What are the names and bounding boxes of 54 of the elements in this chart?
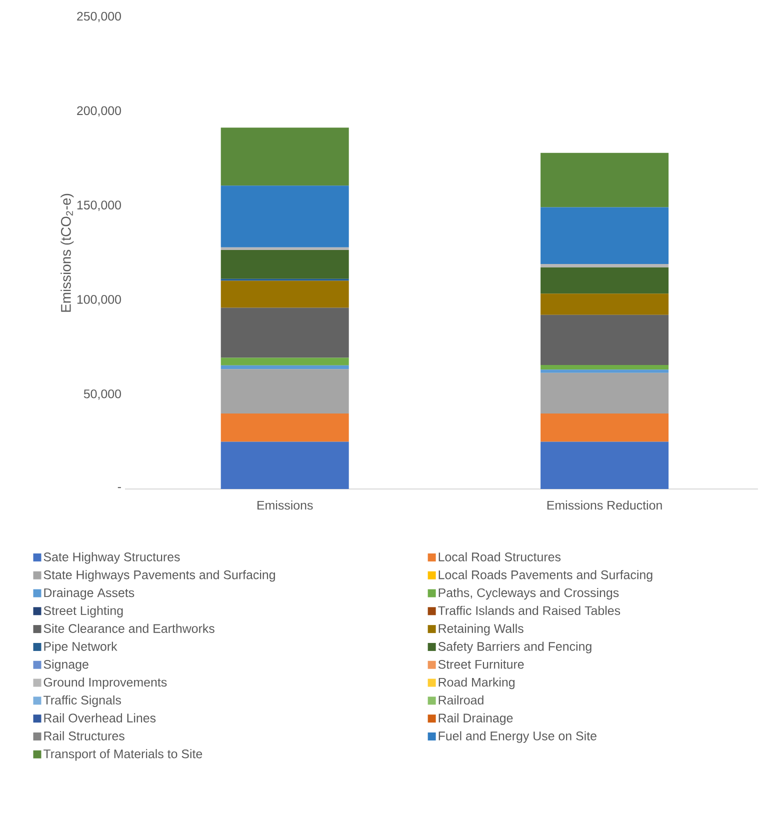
- bar: [540, 207, 669, 264]
- legend-label: Traffic Signals: [44, 695, 122, 708]
- y-tick-label: 150,000: [78, 200, 122, 211]
- legend-label: Street Furniture: [438, 660, 524, 669]
- bar: [540, 294, 669, 315]
- legend-label: Pipe Network: [44, 642, 118, 654]
- legend-label: Paths, Cycleways and Crossings: [439, 588, 619, 600]
- bar: [540, 370, 669, 373]
- legend-label: Fuel and Energy Use on Site: [439, 731, 597, 743]
- x-tick-label: Emissions: [258, 500, 314, 510]
- legend-label: Safety Barriers and Fencing: [438, 642, 592, 654]
- bar: [540, 267, 669, 294]
- legend-label: Sate Highway Structures: [44, 552, 180, 564]
- legend-label: Local Road Structures: [439, 552, 561, 562]
- bar: [221, 413, 350, 442]
- bar: [221, 128, 350, 186]
- bar: [540, 413, 669, 442]
- legend-label: Local Roads Pavements and Surfacing: [439, 570, 653, 582]
- bar: [540, 364, 669, 370]
- legend-label: Drainage Assets: [44, 588, 134, 600]
- bar: [221, 280, 350, 308]
- bar: [221, 186, 350, 248]
- legend-label: Rail Structures: [44, 731, 125, 740]
- bar: [540, 264, 669, 268]
- y-tick-label: 200,000: [77, 106, 122, 117]
- legend-label: Ground Improvements: [44, 677, 167, 690]
- bar: [540, 152, 669, 208]
- bar: [540, 372, 669, 414]
- bar: [221, 247, 350, 250]
- x-tick-label: Emissions Reduction: [548, 500, 662, 510]
- bar: [221, 358, 350, 366]
- legend-label: Road Marking: [439, 677, 515, 690]
- y-tick-label: -: [118, 487, 122, 488]
- bar: [221, 250, 350, 279]
- bar: [221, 365, 350, 370]
- legend-label: Signage: [44, 660, 89, 672]
- legend-label: State Highways Pavements and Surfacing: [44, 570, 276, 582]
- legend-label: Railroad: [439, 695, 484, 705]
- bar: [221, 308, 350, 358]
- legend-label: Rail Overhead Lines: [44, 713, 156, 722]
- bar: [221, 369, 350, 414]
- y-tick-label: 100,000: [78, 295, 122, 306]
- bar: [221, 442, 350, 489]
- legend-label: Site Clearance and Earthworks: [44, 624, 215, 633]
- bar: [540, 442, 669, 489]
- legend-label: Rail Drainage: [439, 713, 513, 725]
- y-tick-label: 250,000: [77, 12, 122, 22]
- y-tick-label: 50,000: [84, 389, 122, 400]
- bar: [540, 314, 669, 365]
- legend-label: Retaining Walls: [439, 624, 524, 636]
- legend-label: Traffic Islands and Raised Tables: [438, 606, 620, 616]
- legend-label: Transport of Materials to Site: [44, 749, 202, 761]
- legend-label: Street Lighting: [44, 606, 123, 618]
- y-axis-title: Emissions (tCO$_{2}$-e): [60, 194, 74, 312]
